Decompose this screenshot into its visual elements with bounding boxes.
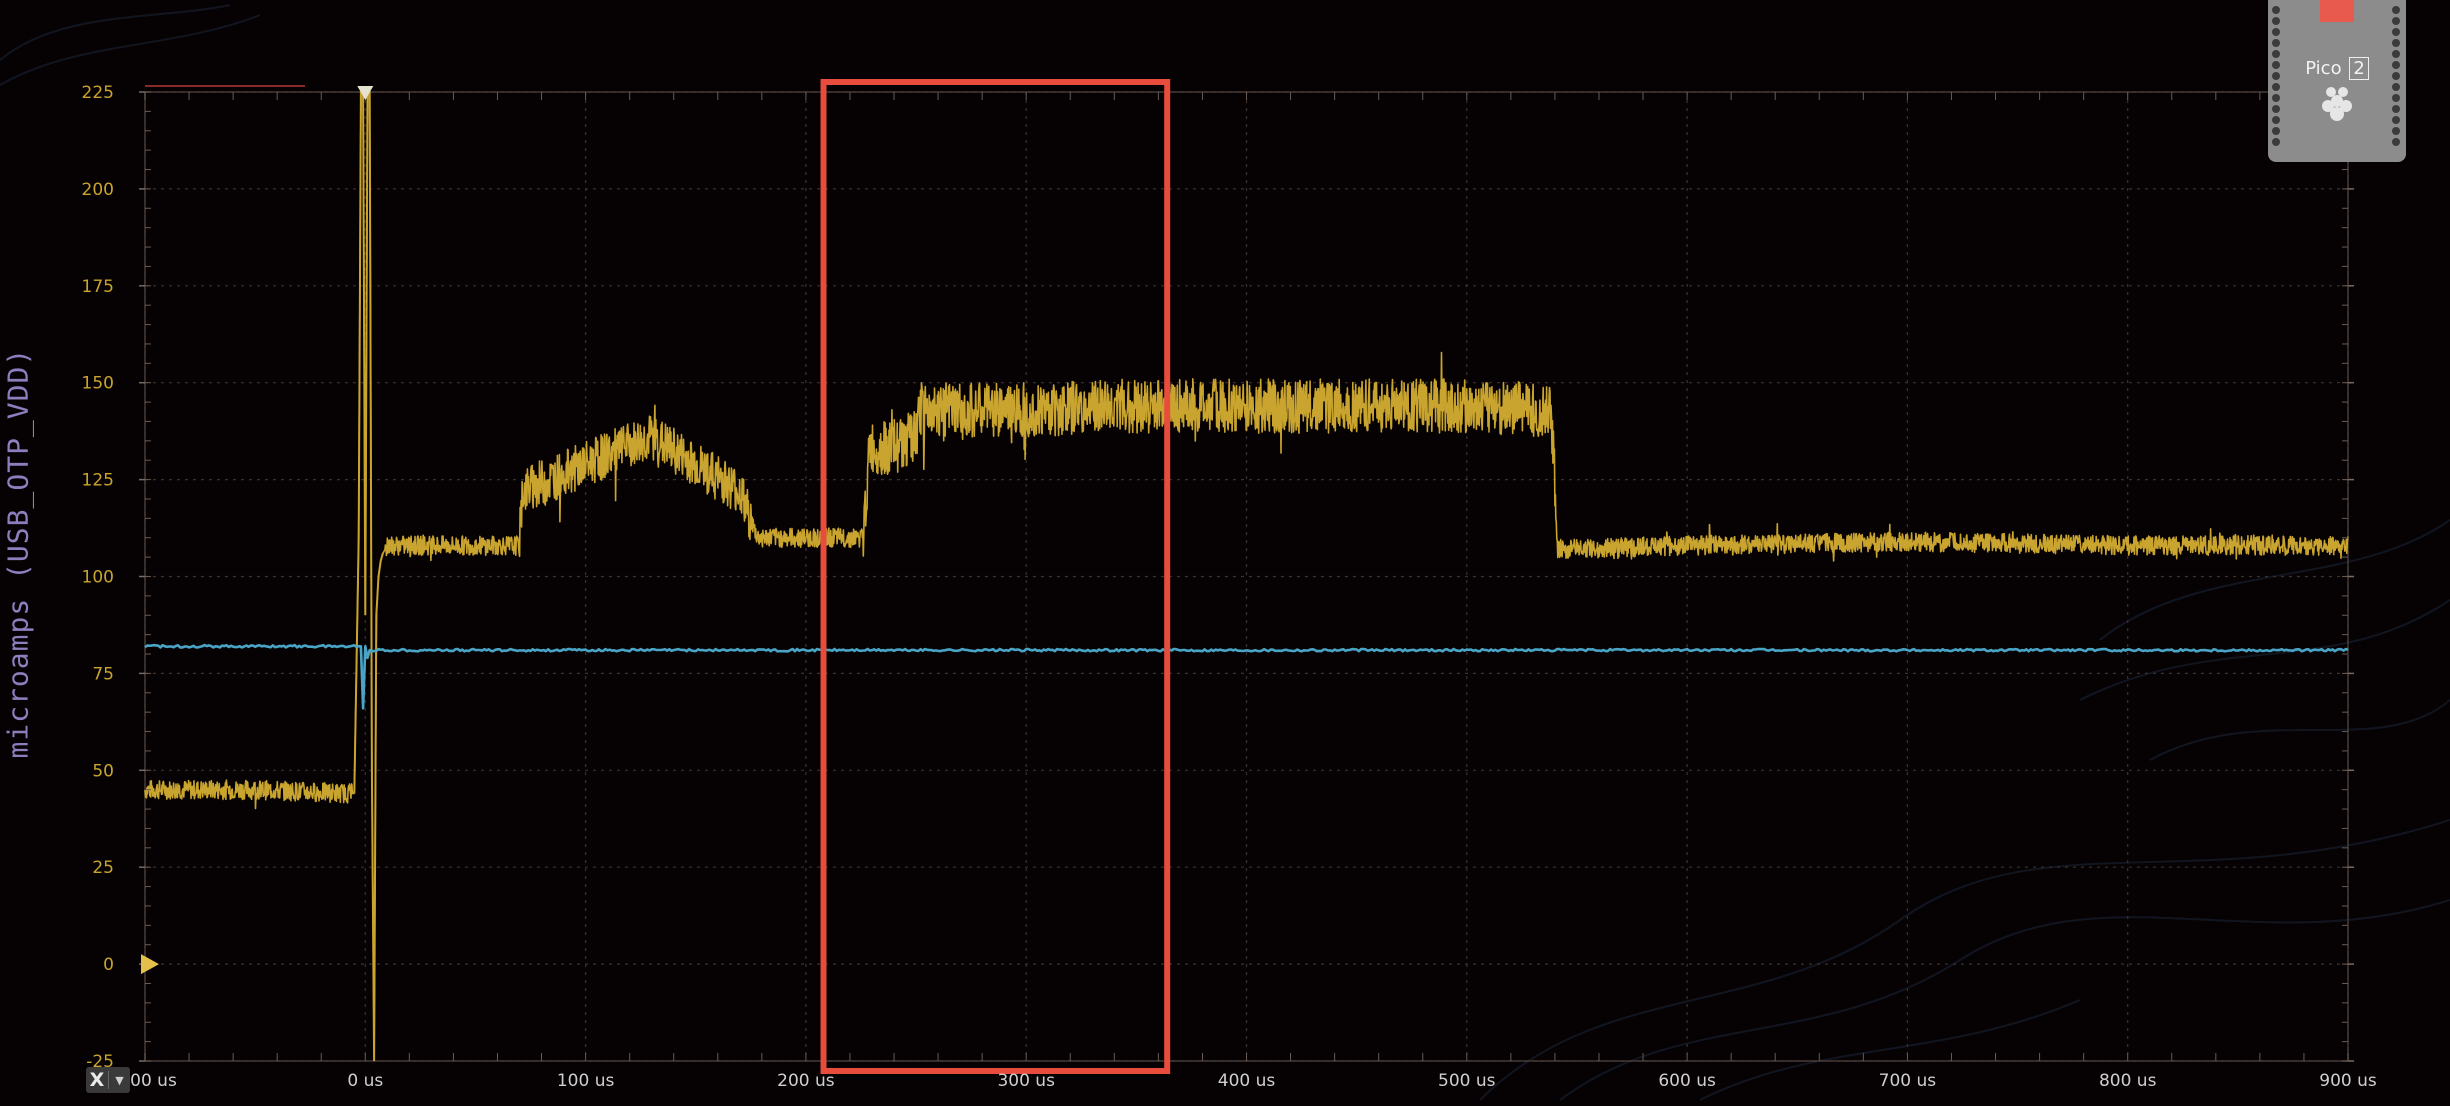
- x-tick-label: 900 us: [2319, 1071, 2377, 1091]
- x-tick-label: 300 us: [997, 1071, 1055, 1091]
- x-tick-label: 200 us: [777, 1071, 835, 1091]
- background-topography: [0, 4, 2450, 1101]
- annotations: [820, 79, 1171, 1074]
- board-chip: [2320, 0, 2354, 22]
- y-tick-label: 100: [82, 568, 114, 588]
- series-line-1: [144, 643, 2349, 710]
- y-tick-label: 150: [82, 374, 114, 394]
- y-tick-label: 25: [92, 858, 114, 878]
- grid: [144, 91, 2349, 1062]
- board-pins-left: [2272, 6, 2282, 156]
- x-tick-label: 0 us: [347, 1071, 383, 1091]
- zero-level-marker[interactable]: [141, 954, 159, 975]
- x-tick-label: 500 us: [1438, 1071, 1496, 1091]
- raspberry-pi-board-icon: Pico 2: [2268, 0, 2406, 162]
- y-tick-label: 225: [82, 83, 114, 103]
- y-tick-label: 200: [82, 180, 114, 200]
- board-name: Pico: [2305, 58, 2342, 79]
- trigger-marker[interactable]: [357, 86, 374, 100]
- x-tick-label: 600 us: [1658, 1071, 1716, 1091]
- y-axis-label: microamps (USB_OTP_VDD): [1, 347, 35, 759]
- x-tick-label: 700 us: [1879, 1071, 1937, 1091]
- x-tick-label: 800 us: [2099, 1071, 2157, 1091]
- board-label: Pico 2: [2268, 57, 2406, 80]
- raspberry-logo-icon: [2322, 87, 2352, 121]
- y-tick-label: 0: [103, 955, 114, 975]
- x-axis-menu-button[interactable]: X ▼: [86, 1067, 130, 1093]
- highlight-box: [820, 79, 1171, 1074]
- x-tick-label: 400 us: [1218, 1071, 1276, 1091]
- chevron-down-icon: ▼: [115, 1073, 124, 1087]
- series-line-0: [144, 91, 2349, 1036]
- x-button-label: X: [89, 1069, 105, 1091]
- y-tick-label: 175: [82, 277, 114, 297]
- board-variant: 2: [2349, 57, 2369, 80]
- y-tick-label: 50: [92, 761, 114, 781]
- y-tick-label: 75: [92, 664, 114, 684]
- y-tick-label: 125: [82, 471, 114, 491]
- button-divider: [108, 1071, 109, 1089]
- board-pins-right: [2392, 6, 2402, 156]
- x-tick-label: 100 us: [557, 1071, 615, 1091]
